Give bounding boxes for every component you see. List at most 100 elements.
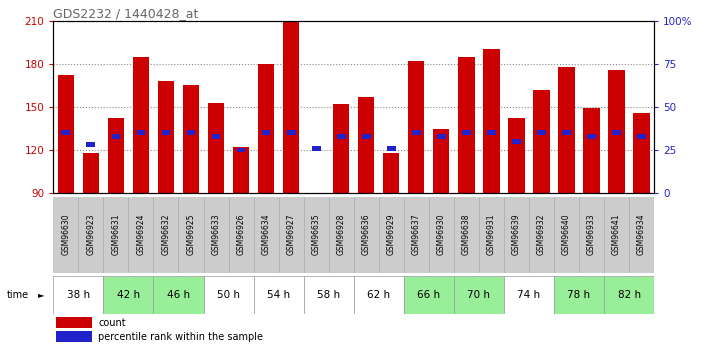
Bar [512,139,521,144]
Text: GSM96929: GSM96929 [387,214,396,255]
Text: GSM96928: GSM96928 [337,214,346,255]
Text: GSM96926: GSM96926 [237,214,245,255]
Bar [53,276,103,314]
Bar [537,130,546,135]
Bar [112,134,120,139]
Bar [87,142,95,147]
Bar [612,130,621,135]
Bar [58,75,74,193]
Bar [487,130,496,135]
Bar [362,134,370,139]
Text: ►: ► [38,290,44,299]
Bar [358,97,375,193]
Text: GSM96923: GSM96923 [86,214,95,255]
Bar [604,276,654,314]
Bar [137,130,145,135]
Text: GSM96630: GSM96630 [61,214,70,255]
Bar [233,147,250,193]
Bar [408,61,424,193]
Text: 50 h: 50 h [217,290,240,300]
Bar [304,276,353,314]
Bar [637,134,646,139]
Bar [133,57,149,193]
Bar [82,153,99,193]
Text: GSM96632: GSM96632 [161,214,171,255]
Bar [158,81,174,193]
Text: GDS2232 / 1440428_at: GDS2232 / 1440428_at [53,7,198,20]
Text: GSM96634: GSM96634 [262,214,271,255]
Text: 66 h: 66 h [417,290,440,300]
Bar [584,108,599,193]
Text: GSM96924: GSM96924 [137,214,146,255]
Text: GSM96925: GSM96925 [186,214,196,255]
Bar [103,276,154,314]
Text: GSM96639: GSM96639 [512,214,521,255]
Bar [483,49,500,193]
Text: GSM96932: GSM96932 [537,214,546,255]
Bar [533,90,550,193]
Bar [504,276,554,314]
Bar [558,67,574,193]
Bar [562,130,571,135]
Text: 42 h: 42 h [117,290,140,300]
Bar [437,134,446,139]
Bar [262,130,270,135]
Bar [56,331,92,342]
Bar [212,134,220,139]
Text: percentile rank within the sample: percentile rank within the sample [98,332,263,342]
Text: GSM96636: GSM96636 [362,214,370,255]
Text: GSM96638: GSM96638 [462,214,471,255]
Text: 38 h: 38 h [67,290,90,300]
Bar [383,153,400,193]
Text: GSM96631: GSM96631 [112,214,120,255]
Bar [458,57,474,193]
Text: 54 h: 54 h [267,290,290,300]
Bar [433,128,449,193]
Text: count: count [98,318,126,328]
Bar [186,130,196,135]
Bar [333,104,349,193]
Bar [258,64,274,193]
Text: GSM96641: GSM96641 [612,214,621,255]
Text: 82 h: 82 h [618,290,641,300]
Bar [183,85,199,193]
Bar [287,130,296,135]
Bar [387,146,395,151]
Bar [412,130,421,135]
Text: 58 h: 58 h [317,290,341,300]
Bar [312,146,321,151]
Bar [609,70,625,193]
Text: 70 h: 70 h [467,290,491,300]
Bar [404,276,454,314]
Text: 46 h: 46 h [167,290,190,300]
Bar [108,118,124,193]
Bar [454,276,504,314]
Text: GSM96933: GSM96933 [587,214,596,255]
Bar [61,130,70,135]
Bar [161,130,171,135]
Bar [554,276,604,314]
Bar [337,134,346,139]
Bar [462,130,471,135]
Bar [56,317,92,328]
Text: time: time [7,290,29,300]
Text: GSM96927: GSM96927 [287,214,296,255]
Text: GSM96633: GSM96633 [212,214,220,255]
Text: GSM96640: GSM96640 [562,214,571,255]
Bar [237,148,245,152]
Bar [254,276,304,314]
Bar [508,118,525,193]
Text: 62 h: 62 h [367,290,390,300]
Text: GSM96934: GSM96934 [637,214,646,255]
Bar [634,113,650,193]
Text: 74 h: 74 h [518,290,540,300]
Text: 78 h: 78 h [567,290,591,300]
Bar [587,134,596,139]
Bar [203,276,254,314]
Text: GSM96930: GSM96930 [437,214,446,255]
Bar [283,21,299,193]
Bar [353,276,404,314]
Text: GSM96931: GSM96931 [487,214,496,255]
Text: GSM96637: GSM96637 [412,214,421,255]
Bar [154,276,203,314]
